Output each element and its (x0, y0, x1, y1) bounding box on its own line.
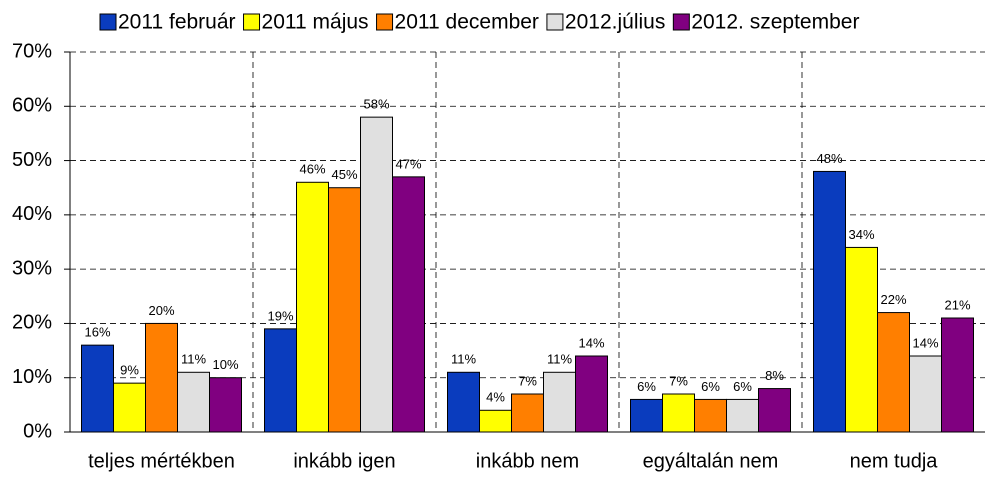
y-tick-label: 30% (12, 257, 52, 279)
bar (145, 322, 178, 433)
legend-label: 2011 május (262, 11, 369, 34)
bar (909, 355, 942, 433)
data-label: 7% (669, 373, 688, 388)
data-label: 46% (299, 162, 325, 177)
data-label: 7% (518, 373, 537, 388)
legend-swatch (99, 13, 117, 31)
y-tick-label: 70% (12, 40, 52, 62)
legend-label: 2011 december (395, 11, 539, 34)
bar (328, 187, 361, 433)
bar (177, 371, 210, 433)
bar (941, 317, 974, 433)
bar (575, 355, 608, 433)
bar (511, 393, 544, 433)
bar (726, 398, 759, 433)
data-label: 8% (765, 368, 784, 383)
data-label: 11% (451, 352, 476, 367)
data-label: 45% (331, 167, 357, 182)
data-label: 14% (578, 335, 604, 350)
bar (877, 312, 910, 433)
data-label: 6% (733, 379, 752, 394)
data-label: 21% (944, 297, 970, 312)
data-label: 4% (486, 390, 505, 405)
legend-swatch (672, 13, 690, 31)
bar (209, 377, 242, 433)
y-tick-label: 10% (12, 366, 52, 388)
bar (296, 181, 329, 433)
data-label: 22% (880, 292, 906, 307)
x-tick-label: inkább igen (293, 450, 395, 472)
data-label: 16% (84, 325, 110, 340)
x-tick-label: inkább nem (476, 450, 579, 472)
bar (81, 344, 114, 433)
bar (264, 328, 297, 433)
y-tick-label: 20% (12, 312, 52, 334)
data-label: 34% (848, 227, 874, 242)
legend-swatch (243, 13, 261, 31)
x-tick-label: teljes mértékben (88, 450, 235, 472)
data-label: 14% (912, 335, 938, 350)
bar (360, 116, 393, 433)
legend-label: 2012.július (565, 11, 665, 34)
bar (630, 398, 663, 433)
data-label: 19% (267, 308, 293, 323)
bar (694, 398, 727, 433)
data-label: 9% (120, 363, 139, 378)
legend-label: 2011 február (118, 11, 236, 34)
bar (543, 371, 576, 433)
data-label: 48% (816, 151, 842, 166)
data-label: 6% (701, 379, 720, 394)
y-tick-label: 0% (23, 420, 52, 442)
bar (113, 382, 146, 433)
bar (758, 388, 791, 433)
y-tick-label: 40% (12, 203, 52, 225)
bar (392, 176, 425, 433)
data-label: 11% (547, 352, 572, 367)
legend-swatch (546, 13, 564, 31)
data-label: 6% (637, 379, 656, 394)
legend-swatch (376, 13, 394, 31)
y-tick-label: 50% (12, 149, 52, 171)
data-label: 10% (212, 357, 238, 372)
data-label: 11% (181, 352, 206, 367)
bar (447, 371, 480, 433)
bar (662, 393, 695, 433)
y-tick-label: 60% (12, 95, 52, 117)
x-tick-label: egyáltalán nem (643, 450, 779, 472)
data-label: 20% (148, 303, 174, 318)
bar (845, 246, 878, 433)
data-label: 58% (363, 97, 389, 112)
legend-label: 2012. szeptember (691, 11, 859, 34)
data-label: 47% (395, 156, 421, 171)
bar (813, 170, 846, 433)
bar (479, 409, 512, 433)
x-tick-label: nem tudja (850, 450, 939, 472)
